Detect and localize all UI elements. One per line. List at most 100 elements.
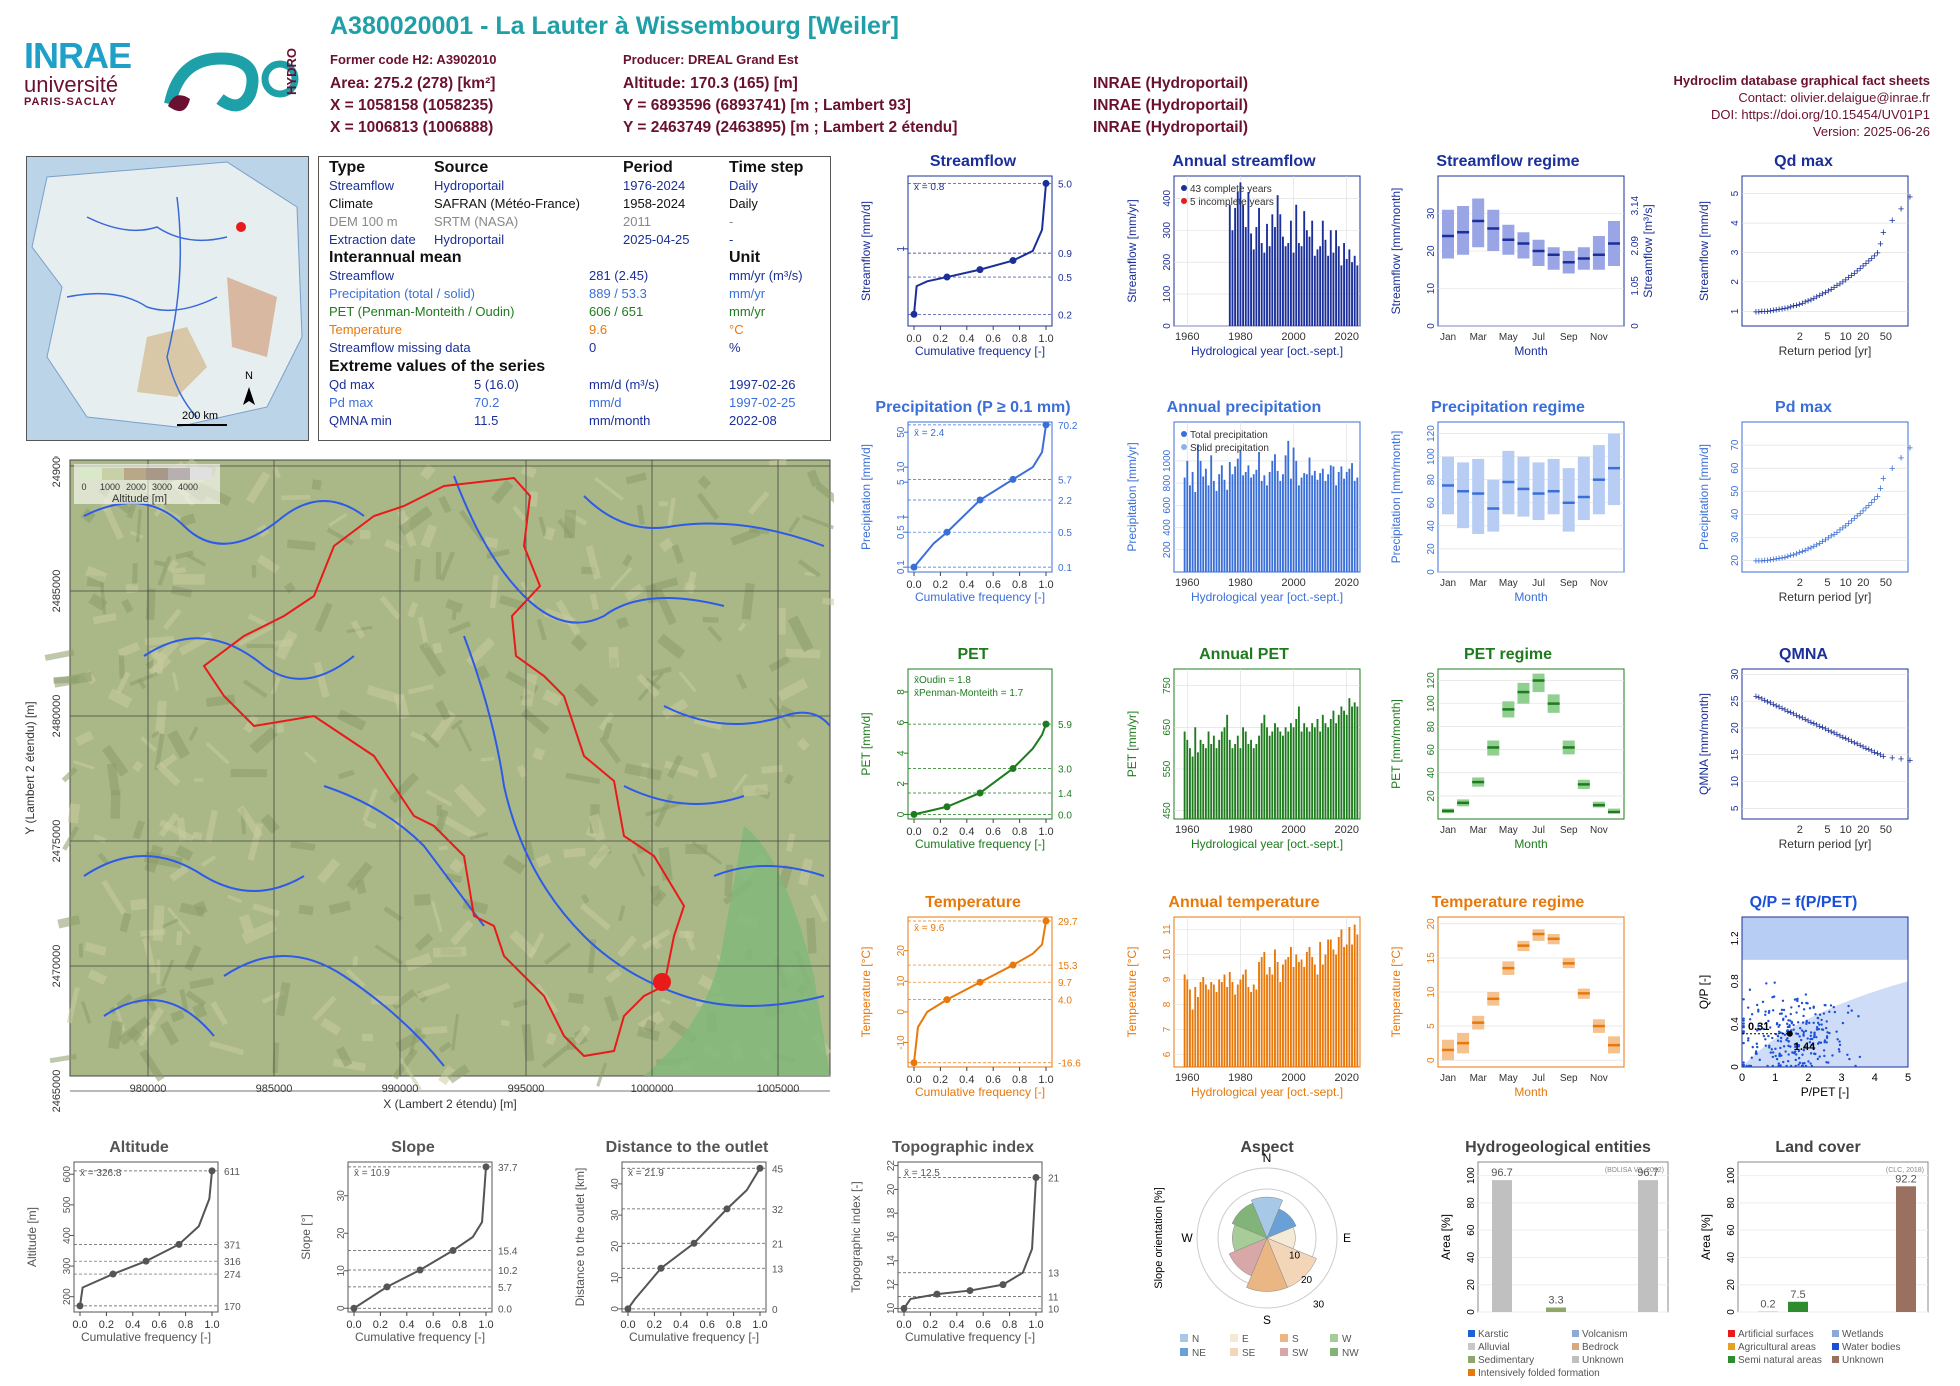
legend-label: Total precipitation	[1190, 430, 1268, 441]
annual-bar	[1234, 466, 1237, 572]
data-point: +	[1860, 261, 1866, 273]
data-point	[1767, 1009, 1771, 1013]
data-point	[1809, 1034, 1813, 1038]
y-tick-label: 0	[1466, 1309, 1477, 1315]
terrain-patch	[528, 932, 545, 959]
terrain-patch	[75, 730, 94, 747]
annual-bar	[1260, 480, 1263, 572]
annual-bar	[1239, 182, 1242, 326]
quantile-point	[910, 1059, 918, 1067]
terrain-patch	[121, 598, 134, 614]
data-point	[1792, 1028, 1795, 1031]
terrain-patch	[525, 840, 535, 861]
annual-bar	[1236, 191, 1239, 326]
info-type: Extraction date	[329, 232, 416, 247]
info-source: SRTM (NASA)	[434, 214, 519, 229]
terrain-patch	[588, 844, 611, 870]
terrain-patch	[624, 583, 645, 602]
legend-swatch	[1728, 1343, 1735, 1350]
terrain-patch	[573, 1024, 591, 1044]
x-tick-label: 2	[1805, 1072, 1811, 1084]
terrain-patch	[683, 930, 696, 951]
data-point	[1785, 1064, 1788, 1068]
data-point: +	[1819, 289, 1825, 301]
terrain-patch	[448, 621, 471, 635]
terrain-patch	[49, 1053, 77, 1064]
chart-title: Temperature	[925, 894, 1021, 911]
x-axis-label: Return period [yr]	[1779, 344, 1872, 358]
terrain-patch	[335, 1046, 353, 1068]
data-point: +	[1761, 306, 1767, 318]
data-point	[1758, 1028, 1762, 1031]
producer: Producer: DREAL Grand Est	[623, 52, 799, 67]
data-point	[1813, 1035, 1816, 1039]
annual-bar	[1231, 982, 1234, 1067]
map-xlabel: X (Lambert 2 étendu) [m]	[383, 1097, 516, 1111]
x-tick-label: Mar	[1470, 332, 1488, 343]
terrain-patch	[261, 989, 286, 1005]
aspect-sector	[1266, 1208, 1297, 1239]
annual-bar	[1316, 719, 1319, 819]
annual-bar	[1345, 714, 1348, 819]
info-source: Hydroportail	[434, 178, 505, 193]
terrain-patch	[476, 664, 491, 681]
x-tick-label: 1	[1772, 1072, 1778, 1084]
annual-bar	[1276, 727, 1279, 819]
terrain-patch	[810, 894, 829, 923]
annual-bar	[1191, 472, 1194, 572]
data-point	[1784, 1015, 1788, 1018]
terrain-patch	[422, 732, 440, 749]
quantile-point	[350, 1304, 358, 1312]
annual-bar	[1218, 474, 1221, 572]
annual-bar	[1321, 964, 1324, 1067]
legend-label: Agricultural areas	[1738, 1342, 1816, 1353]
annual-bar	[1289, 478, 1292, 572]
data-point	[1786, 1029, 1789, 1032]
y-tick-label: 0.4	[1730, 1017, 1741, 1031]
data-point	[1807, 1060, 1810, 1063]
mean-label: x̄ = 12.5	[904, 1168, 940, 1179]
terrain-patch	[132, 760, 144, 773]
quantile-point	[999, 1281, 1007, 1289]
terrain-patch	[502, 854, 526, 875]
terrain-patch	[130, 898, 148, 911]
data-point	[1786, 1059, 1790, 1063]
legend-label: SW	[1292, 1348, 1309, 1359]
terrain-patch	[605, 968, 622, 984]
data-point: +	[1808, 294, 1814, 306]
data-point	[1846, 1011, 1850, 1014]
quantile-point	[910, 563, 918, 571]
y-axis-label: Temperature [°C]	[1125, 947, 1139, 1038]
terrain-patch	[167, 729, 190, 760]
terrain-patch	[696, 492, 720, 521]
legend-label: W	[1342, 1334, 1352, 1345]
terrain-patch	[568, 992, 585, 1005]
info-step: -	[729, 214, 734, 229]
y-axis-label: Slope orientation [%]	[1153, 1187, 1165, 1289]
data-point: +	[1802, 297, 1808, 309]
mean-label: Temperature	[329, 322, 402, 337]
x-axis-label: Month	[1514, 344, 1547, 358]
y-tick-label: 11	[1162, 924, 1173, 935]
data-point: +	[1825, 285, 1831, 297]
map-ytick: 2465000	[51, 1070, 63, 1112]
terrain-patch	[117, 641, 141, 658]
terrain-patch	[139, 1049, 165, 1082]
quantile-point	[1009, 764, 1017, 772]
annual-bar	[1292, 967, 1295, 1067]
terrain-patch	[445, 599, 464, 613]
terrain-patch	[126, 503, 137, 519]
y-tick-label: 40	[1426, 767, 1437, 779]
terrain-patch	[92, 612, 117, 625]
y-tick-label: 500	[62, 1196, 73, 1213]
legend-label: Alluvial	[1478, 1342, 1510, 1353]
terrain-patch	[384, 539, 403, 553]
x-tick-label: 0.8	[726, 1319, 741, 1331]
x-tick-label: 1.0	[1038, 1074, 1053, 1086]
legend-swatch	[1468, 1356, 1475, 1363]
annual-bar	[1335, 230, 1338, 326]
river	[223, 955, 445, 1067]
annual-bar	[1223, 479, 1226, 572]
mean-unit: %	[729, 340, 741, 355]
